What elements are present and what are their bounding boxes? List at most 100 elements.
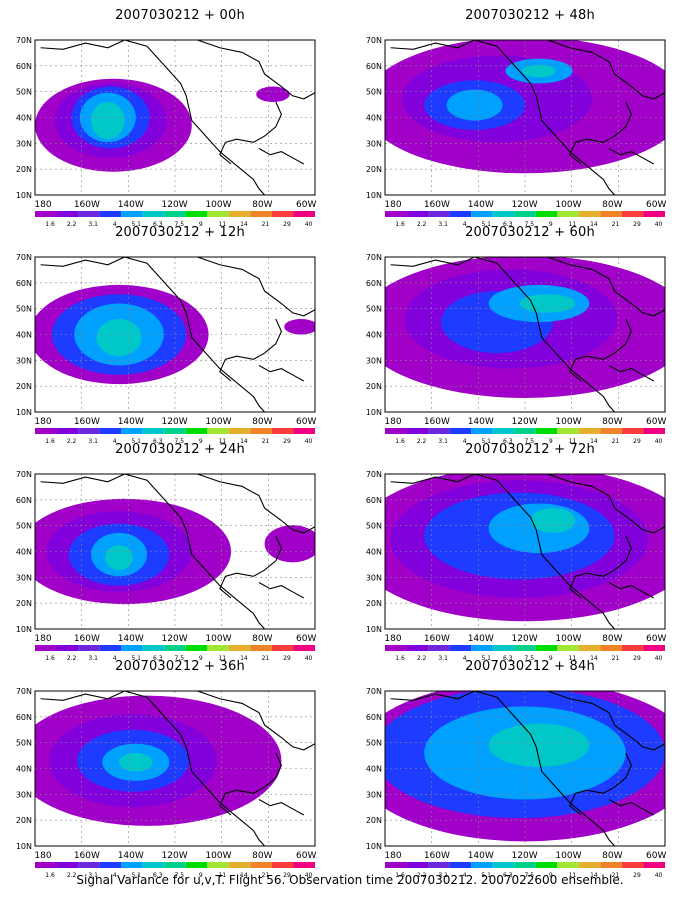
- longitude-label: 80W: [602, 851, 622, 861]
- colorbar-label: 1.6: [45, 221, 55, 228]
- coastline: [219, 535, 283, 599]
- colorbar-label: 21: [262, 221, 270, 228]
- longitude-label: 120W: [162, 200, 188, 210]
- latitude-label: 20N: [366, 599, 382, 608]
- colorbar-swatch: [271, 211, 294, 217]
- colorbar-swatch: [271, 862, 294, 868]
- coastlines: [390, 257, 665, 412]
- colorbar-label: 7.5: [175, 438, 185, 445]
- colorbar-swatch: [142, 211, 165, 217]
- latitude-label: 60N: [16, 279, 32, 288]
- colorbar-swatch: [449, 862, 472, 868]
- latitude-label: 20N: [16, 816, 32, 825]
- colorbar-label: 29: [283, 438, 291, 445]
- colorbar-swatch: [99, 428, 122, 434]
- colorbar-swatch: [385, 862, 407, 868]
- latitude-label: 60N: [366, 496, 382, 505]
- colorbar-swatch: [207, 862, 229, 868]
- colorbar-swatch: [471, 645, 493, 651]
- colorbar-label: 29: [633, 221, 641, 228]
- latitude-label: 10N: [366, 625, 382, 634]
- colorbar-swatch: [121, 211, 143, 217]
- longitude-label: 100W: [205, 417, 231, 427]
- longitude-label: 160W: [74, 634, 100, 644]
- shaded-field: [385, 474, 665, 622]
- coastline: [258, 148, 305, 165]
- colorbar-label: 9: [549, 438, 553, 445]
- colorbar-swatch: [185, 211, 208, 217]
- coastlines: [40, 474, 315, 629]
- longitude-label: 120W: [512, 200, 538, 210]
- colorbar-label: 7.5: [175, 655, 185, 662]
- colorbar-label: 11: [219, 872, 227, 879]
- colorbar-swatch: [35, 862, 57, 868]
- map-panel: 2007030212 + 24h 70N 60N 50N 40N 30N 20N 10N 180…: [0, 442, 340, 662]
- latitude-label: 10N: [16, 625, 32, 634]
- longitude-label: 140W: [118, 851, 144, 861]
- longitude-label: 120W: [512, 634, 538, 644]
- longitude-label: 100W: [555, 417, 581, 427]
- coastline: [258, 582, 305, 599]
- colorbar-swatch: [492, 211, 515, 217]
- colorbar-label: 6.3: [503, 438, 513, 445]
- longitude-label: 160W: [424, 417, 450, 427]
- coastline: [547, 691, 665, 751]
- longitude-label: 60W: [646, 200, 666, 210]
- coastline: [219, 752, 283, 816]
- colorbar-label: 21: [612, 438, 620, 445]
- coastline: [197, 474, 315, 534]
- colorbar-swatch: [121, 862, 143, 868]
- map-panel: 2007030212 + 84h 70N 60N 50N 40N 30N 20N 10N 180…: [350, 659, 690, 879]
- colorbar-label: 1.6: [395, 221, 405, 228]
- latitude-label: 60N: [366, 62, 382, 71]
- shaded-field: [385, 257, 665, 399]
- longitude-label: 160W: [74, 851, 100, 861]
- latitude-label: 30N: [366, 573, 382, 582]
- colorbar-swatch: [56, 428, 79, 434]
- colorbar-swatch: [471, 428, 493, 434]
- colorbar-swatch: [535, 211, 558, 217]
- colorbar-label: 9: [549, 221, 553, 228]
- longitude-label: 100W: [555, 851, 581, 861]
- colorbar-swatch: [578, 862, 601, 868]
- colorbar-swatch: [35, 645, 57, 651]
- map-panel: 2007030212 + 36h 70N 60N 50N 40N 30N 20N 10N 180…: [0, 659, 340, 879]
- colorbar-label: 14: [590, 872, 598, 879]
- colorbar-label: 7.5: [525, 872, 535, 879]
- colorbar-label: 9: [199, 872, 203, 879]
- colorbar-label: 4: [113, 872, 117, 879]
- longitude-label: 60W: [296, 200, 316, 210]
- colorbar-swatch: [621, 645, 644, 651]
- colorbar-label: 7.5: [525, 438, 535, 445]
- latitude-label: 20N: [16, 165, 32, 174]
- latitude-label: 70N: [16, 470, 32, 479]
- longitude-label: 180: [384, 634, 401, 644]
- colorbar-swatch: [250, 645, 272, 651]
- latitude-label: 40N: [16, 765, 32, 774]
- colorbar-label: 40: [655, 438, 663, 445]
- colorbar-label: 21: [612, 872, 620, 879]
- colorbar-swatch: [406, 211, 429, 217]
- colorbar-label: 21: [262, 872, 270, 879]
- map-frame: [34, 473, 316, 630]
- colorbar-label: 5.1: [131, 655, 141, 662]
- panel-title: 2007030212 + 72h: [465, 442, 595, 457]
- longitude-label: 180: [384, 200, 401, 210]
- colorbar-label: 6.3: [503, 221, 513, 228]
- colorbar-label: 21: [262, 655, 270, 662]
- grid-lines: [35, 257, 315, 412]
- colorbar-label: 6.3: [153, 221, 163, 228]
- variance-contour: [284, 319, 315, 335]
- longitude-label: 180: [384, 851, 401, 861]
- grid-lines: [385, 474, 665, 629]
- coastlines: [40, 257, 315, 412]
- colorbar-swatch: [78, 211, 100, 217]
- longitude-label: 100W: [205, 634, 231, 644]
- latitude-label: 60N: [16, 713, 32, 722]
- longitude-label: 140W: [118, 417, 144, 427]
- colorbar-swatch: [78, 428, 100, 434]
- latitude-label: 20N: [366, 382, 382, 391]
